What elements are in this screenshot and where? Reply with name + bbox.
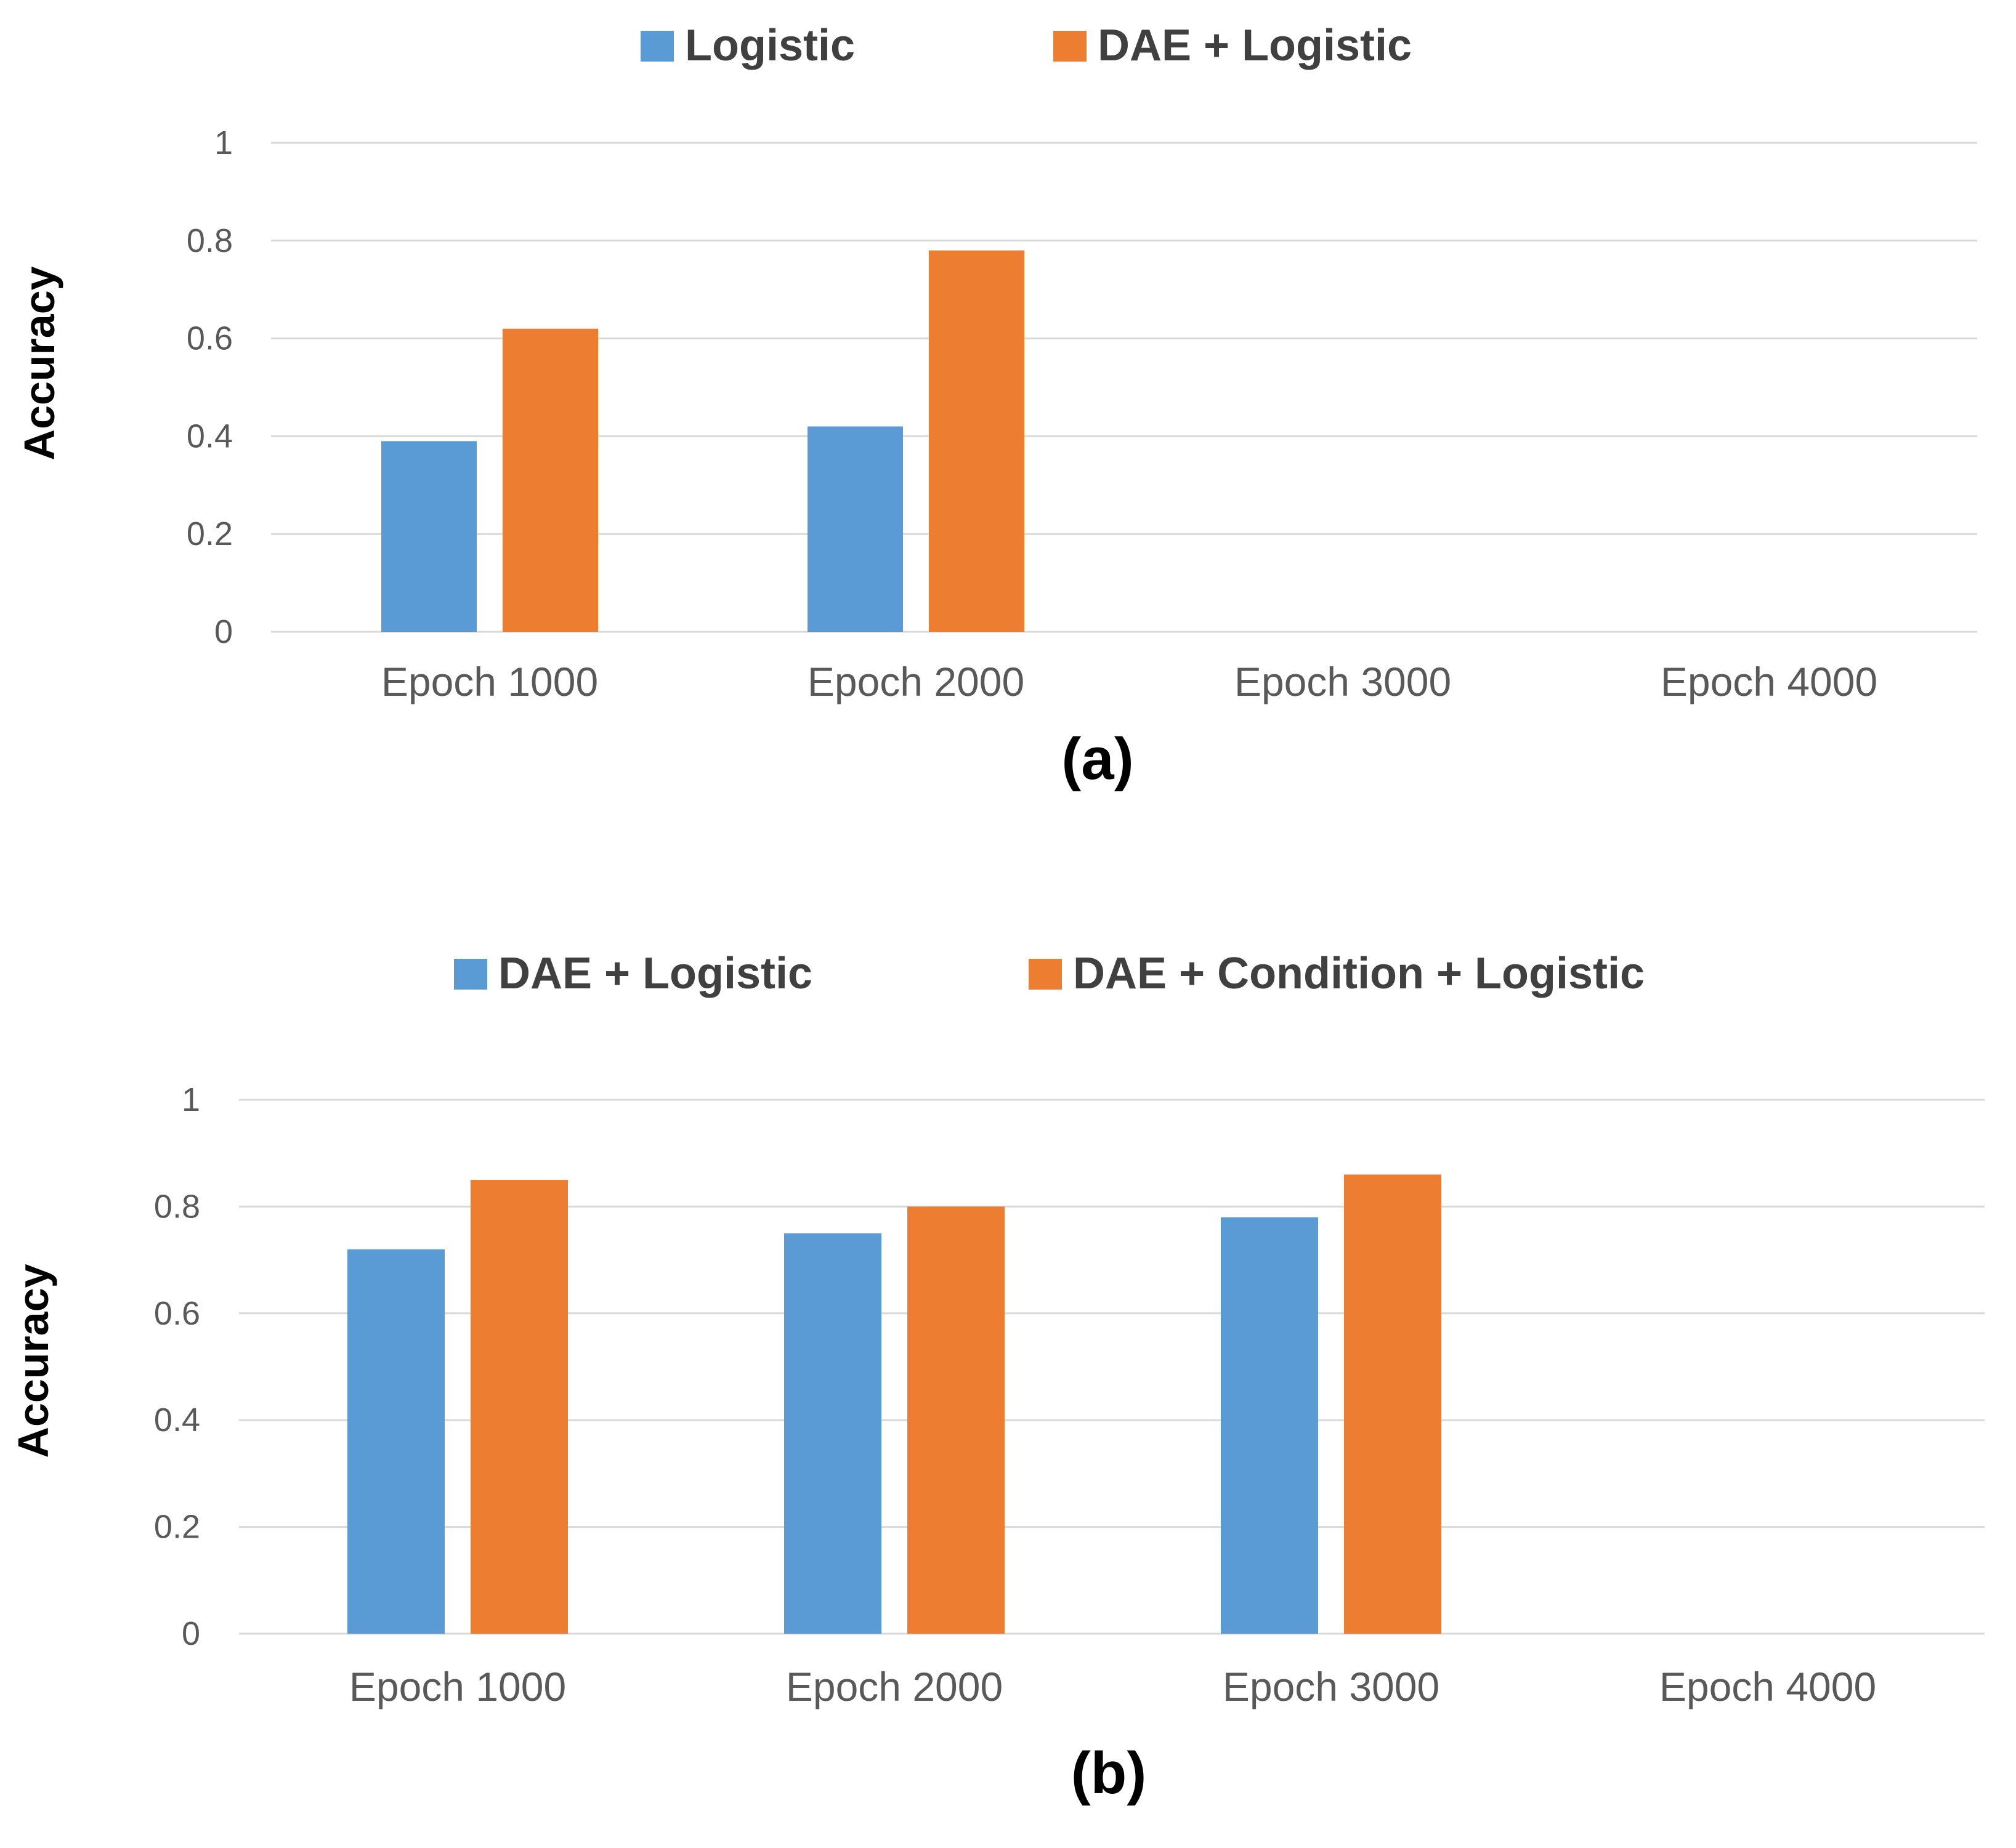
- bar: [808, 426, 903, 632]
- x-tick-label: Epoch 3000: [1234, 659, 1451, 704]
- bar: [381, 441, 477, 632]
- panel-label: (a): [1061, 726, 1133, 792]
- y-tick-label: 0.2: [154, 1509, 200, 1546]
- chart-panel-b: 0 0.2 0.4 0.6 0.8 1 Accuracy Epoch 1000 Epoch 20…: [9, 949, 1985, 1806]
- legend-swatch: [1029, 959, 1062, 990]
- x-tick-label: Epoch 2000: [808, 659, 1024, 704]
- y-tick-label: 1: [214, 124, 233, 161]
- panel-label: (b): [1071, 1740, 1147, 1806]
- y-axis-label: Accuracy: [9, 1264, 57, 1458]
- y-axis-label: Accuracy: [15, 266, 63, 460]
- y-tick-label: 0.2: [187, 515, 233, 552]
- bar: [929, 250, 1024, 632]
- bar: [1344, 1174, 1441, 1634]
- x-tick-label: Epoch 1000: [381, 659, 598, 704]
- y-tick-label: 0.4: [187, 418, 233, 454]
- legend-swatch: [454, 959, 487, 990]
- y-tick-label: 1: [182, 1081, 200, 1118]
- legend-label: DAE + Logistic: [498, 949, 812, 998]
- y-tick-label: 0: [214, 613, 233, 650]
- bar: [471, 1180, 568, 1634]
- legend-label: DAE + Condition + Logistic: [1073, 949, 1645, 998]
- y-tick-label: 0.6: [187, 320, 233, 357]
- chart-panel-a: 0 0.2 0.4 0.6 0.8 1 Accuracy Epoch 1000 Epoch 20…: [15, 21, 1977, 792]
- bar: [907, 1206, 1005, 1634]
- x-tick-label: Epoch 1000: [349, 1664, 566, 1709]
- legend-swatch: [641, 31, 674, 62]
- bar: [347, 1249, 445, 1634]
- bar: [1221, 1217, 1318, 1634]
- y-tick-label: 0.8: [154, 1188, 200, 1225]
- x-tick-label: Epoch 4000: [1661, 659, 1877, 704]
- bar: [503, 328, 598, 632]
- y-tick-label: 0: [182, 1615, 200, 1652]
- y-tick-label: 0.8: [187, 222, 233, 259]
- bar: [784, 1233, 881, 1634]
- x-tick-label: Epoch 4000: [1659, 1664, 1876, 1709]
- legend-label: Logistic: [685, 21, 855, 70]
- x-tick-label: Epoch 3000: [1223, 1664, 1439, 1709]
- x-tick-label: Epoch 2000: [786, 1664, 1003, 1709]
- legend-label: DAE + Logistic: [1098, 21, 1412, 70]
- y-tick-label: 0.6: [154, 1295, 200, 1332]
- legend-swatch: [1053, 31, 1087, 62]
- y-tick-label: 0.4: [154, 1402, 200, 1438]
